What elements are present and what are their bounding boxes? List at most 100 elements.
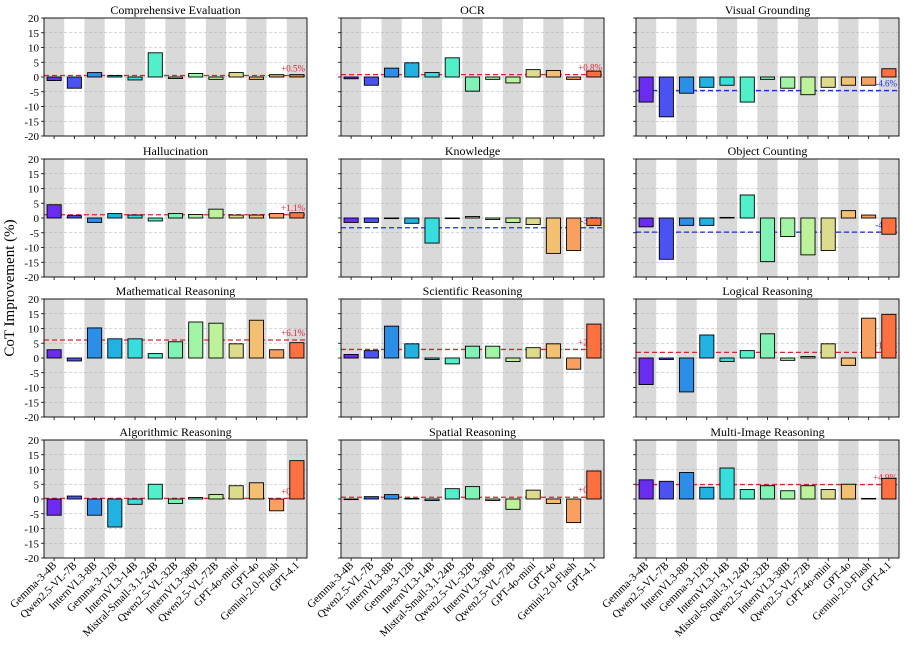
y-tick-label: 0 <box>34 213 40 225</box>
bar <box>363 496 379 500</box>
bar <box>228 72 244 78</box>
bar <box>107 498 123 528</box>
bar <box>586 217 602 226</box>
bar <box>384 217 400 220</box>
plot-frame <box>43 298 308 418</box>
bar <box>269 498 285 512</box>
bar <box>719 357 735 362</box>
y-tick-label: 10 <box>28 324 40 336</box>
subplot: +0.8% OCR <box>338 3 605 139</box>
bar <box>188 214 204 219</box>
y-tick-label: 20 <box>28 435 40 447</box>
bar <box>840 210 856 219</box>
bar <box>404 497 420 500</box>
bar <box>87 217 103 223</box>
bar <box>739 489 755 500</box>
plot-frame <box>43 439 308 559</box>
subplot-title: Object Counting <box>728 144 808 158</box>
bar <box>208 322 224 359</box>
bar <box>188 321 204 359</box>
plot-frame <box>635 439 900 559</box>
plot-frame <box>635 298 900 418</box>
bar <box>586 70 602 78</box>
bar <box>289 212 305 219</box>
y-tick-label: 15 <box>28 450 40 462</box>
bar <box>147 217 163 222</box>
y-tick-label: 10 <box>28 184 40 196</box>
subplot: -20 -15 -10 -5 0 5 10 15 20 +6.1% Mathematical Rea… <box>24 284 308 424</box>
bar <box>545 217 561 254</box>
bar <box>363 350 379 359</box>
subplot: -20 -15 -10 -5 0 5 10 15 20 +0.5% Comprehensive Ev… <box>24 3 308 143</box>
bar <box>566 498 582 524</box>
bar <box>485 217 501 220</box>
bar <box>343 498 359 501</box>
bar <box>658 217 674 260</box>
bar <box>384 67 400 78</box>
subplot: -20-15-10-505101520Gemma-3-4BQwen2.5-VL-… <box>8 425 308 639</box>
bar <box>343 217 359 223</box>
bar <box>66 215 82 219</box>
subplot-title: OCR <box>460 3 485 17</box>
subplot: -3.3%Knowledge <box>338 144 605 280</box>
bar <box>739 194 755 219</box>
bar <box>780 217 796 238</box>
bar <box>107 213 123 219</box>
subplot: -20 -15 -10 -5 0 5 10 15 20 +1.1% Hallucination <box>24 144 308 284</box>
y-tick-label: 5 <box>34 479 40 491</box>
y-tick-label: -20 <box>24 131 39 143</box>
bar <box>87 498 103 516</box>
subplot-title: Multi-Image Reasoning <box>710 425 824 439</box>
bar <box>248 482 264 500</box>
bar <box>840 357 856 366</box>
bar <box>46 498 62 516</box>
subplot-title: Comprehensive Evaluation <box>110 3 240 17</box>
bar <box>566 217 582 251</box>
bar <box>800 217 816 256</box>
y-tick-label: -10 <box>24 383 39 395</box>
bar <box>820 489 836 500</box>
y-tick-label: -20 <box>24 553 39 565</box>
bar <box>147 483 163 500</box>
bar <box>107 75 123 78</box>
subplot: Gemma-3-4BQwen2.5-VL-7BInternVL3-8BGemma… <box>600 425 900 639</box>
bar <box>699 486 715 500</box>
bar <box>800 76 816 96</box>
bar <box>46 76 62 81</box>
plot-frame <box>340 439 605 559</box>
bar <box>343 354 359 359</box>
y-tick-label: 0 <box>34 494 40 506</box>
bar <box>444 488 460 500</box>
bar <box>780 490 796 500</box>
bar <box>404 217 420 224</box>
bar <box>127 76 143 81</box>
bar <box>228 343 244 359</box>
y-tick-label: 15 <box>28 28 40 40</box>
y-tick-label: 15 <box>28 309 40 321</box>
bar <box>881 313 897 359</box>
bar <box>861 317 877 359</box>
bar <box>759 217 776 263</box>
bar <box>464 345 481 359</box>
bar <box>269 74 285 78</box>
bar <box>424 357 440 360</box>
bar <box>208 494 224 500</box>
bar <box>147 52 163 78</box>
subplot-title: Hallucination <box>143 144 208 158</box>
bar <box>424 72 440 78</box>
bar <box>566 357 582 370</box>
bar <box>485 498 501 501</box>
bar <box>699 217 715 226</box>
y-tick-label: -5 <box>30 87 40 99</box>
y-tick-label: -5 <box>30 228 40 240</box>
y-tick-label: -20 <box>24 272 39 284</box>
bar <box>289 342 305 359</box>
bar <box>228 214 244 219</box>
bar <box>759 485 776 500</box>
bar <box>759 76 776 80</box>
bar <box>343 76 359 80</box>
bar <box>638 217 654 228</box>
bar <box>444 217 460 220</box>
